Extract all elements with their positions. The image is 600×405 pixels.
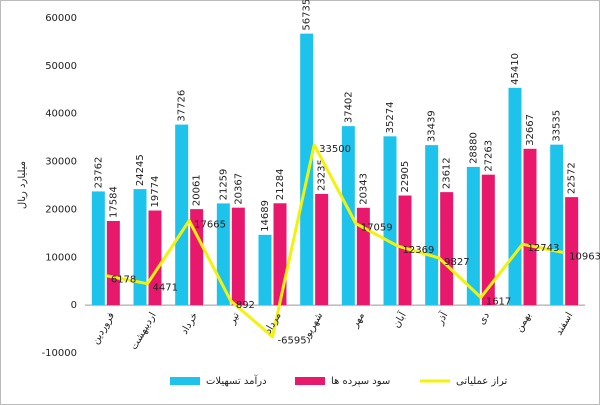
y-tick-label: 10000 bbox=[45, 252, 77, 263]
y-tick-label: 30000 bbox=[45, 157, 77, 168]
value-label: 45410 bbox=[510, 53, 521, 85]
bar bbox=[315, 193, 329, 306]
value-label: 37726 bbox=[177, 90, 188, 122]
bar bbox=[356, 207, 370, 306]
value-label: 17059 bbox=[361, 223, 393, 234]
y-tick-label: 0 bbox=[71, 300, 77, 311]
value-label: 27263 bbox=[483, 140, 494, 172]
y-tick-label: -10000 bbox=[42, 348, 77, 359]
value-label: 21284 bbox=[275, 168, 286, 200]
value-label: 1617 bbox=[486, 296, 511, 307]
legend-item: سود سپرده ها bbox=[295, 376, 390, 387]
bar bbox=[383, 136, 397, 306]
value-label: 20343 bbox=[358, 173, 369, 205]
bar bbox=[398, 195, 412, 306]
value-label: 23612 bbox=[442, 157, 453, 189]
bar bbox=[550, 144, 564, 306]
value-label: 33439 bbox=[427, 110, 438, 142]
value-label: 33535 bbox=[552, 110, 563, 142]
bar bbox=[231, 207, 245, 306]
value-label: 35274 bbox=[385, 102, 396, 134]
bar bbox=[258, 234, 272, 306]
value-label: -6595 bbox=[278, 336, 307, 347]
value-label: 10963 bbox=[569, 252, 600, 263]
value-label: 17665 bbox=[194, 220, 226, 231]
bar bbox=[425, 145, 439, 306]
value-label: 24245 bbox=[135, 154, 146, 186]
value-label: 17584 bbox=[108, 186, 119, 218]
legend-swatch bbox=[170, 377, 200, 385]
value-label: 19774 bbox=[150, 176, 161, 208]
bar bbox=[273, 203, 287, 306]
value-label: 22572 bbox=[567, 162, 578, 194]
value-label: 32667 bbox=[525, 114, 536, 146]
value-label: 14689 bbox=[260, 200, 271, 232]
value-label: 33500 bbox=[319, 144, 351, 155]
line bbox=[105, 143, 565, 339]
bar bbox=[91, 191, 105, 306]
y-tick-label: 20000 bbox=[45, 204, 77, 215]
y-tick-label: 50000 bbox=[45, 61, 77, 72]
value-label: 20367 bbox=[233, 173, 244, 205]
value-label: 12743 bbox=[528, 243, 560, 254]
bar bbox=[481, 174, 495, 306]
value-label: 6178 bbox=[111, 275, 136, 286]
legend-label: درآمد تسهیلات bbox=[206, 374, 267, 387]
value-label: 22905 bbox=[400, 161, 411, 193]
y-tick-label: 60000 bbox=[45, 13, 77, 24]
value-label: 37402 bbox=[343, 91, 354, 123]
legend-label: تراز عملیاتی bbox=[456, 376, 508, 387]
y-tick-label: 40000 bbox=[45, 109, 77, 120]
x-tick-label: تیر bbox=[226, 310, 242, 326]
bar bbox=[300, 33, 314, 306]
bar bbox=[190, 209, 204, 306]
bar bbox=[523, 148, 537, 306]
bar bbox=[133, 189, 147, 306]
value-label: 56735 bbox=[302, 0, 313, 31]
x-tick-label: دی bbox=[476, 311, 492, 327]
legend-item: درآمد تسهیلات bbox=[170, 374, 267, 387]
value-label: 28880 bbox=[468, 132, 479, 164]
value-label: 9827 bbox=[444, 257, 469, 268]
y-axis-label: میلیارد ریال bbox=[17, 161, 28, 209]
bar bbox=[341, 126, 355, 306]
value-label: 23762 bbox=[93, 157, 104, 189]
value-label: 20061 bbox=[192, 174, 203, 206]
bar bbox=[466, 166, 480, 306]
bar bbox=[565, 197, 579, 306]
value-label: 12369 bbox=[403, 245, 435, 256]
legend-label: سود سپرده ها bbox=[331, 376, 390, 387]
value-label: 21259 bbox=[218, 169, 229, 201]
value-label: 23235 bbox=[317, 159, 328, 191]
value-label: 892 bbox=[236, 300, 255, 311]
bar bbox=[508, 87, 522, 306]
bar bbox=[175, 124, 189, 306]
legend-item: تراز عملیاتی bbox=[420, 376, 508, 387]
legend-swatch bbox=[295, 377, 325, 385]
bar bbox=[148, 210, 162, 306]
bar bbox=[440, 192, 454, 306]
value-label: 4471 bbox=[153, 283, 178, 294]
bar bbox=[106, 220, 120, 306]
